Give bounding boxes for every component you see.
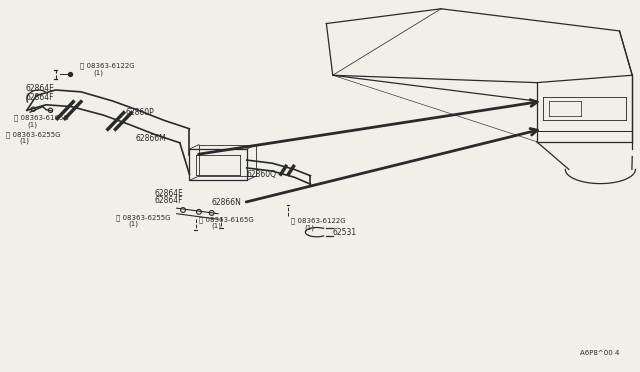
Text: (1): (1) xyxy=(304,224,314,231)
Text: Ⓜ 08363-6122G: Ⓜ 08363-6122G xyxy=(291,218,346,224)
Text: 62864F: 62864F xyxy=(26,93,54,102)
Text: Ⓜ 08363-6122G: Ⓜ 08363-6122G xyxy=(80,62,134,69)
Point xyxy=(65,71,76,77)
Point xyxy=(28,106,38,112)
Text: 62860Q: 62860Q xyxy=(246,170,276,179)
Point xyxy=(45,108,56,113)
Text: Ⓜ 08363-6255G: Ⓜ 08363-6255G xyxy=(116,214,171,221)
Text: Ⓒ 08363-6165G: Ⓒ 08363-6165G xyxy=(14,114,69,121)
Point xyxy=(178,207,188,213)
Text: Ⓒ 08363-6165G: Ⓒ 08363-6165G xyxy=(199,216,253,222)
Bar xyxy=(189,149,246,180)
Text: A6P8^00 4: A6P8^00 4 xyxy=(580,350,620,356)
Point xyxy=(194,209,204,215)
Text: 62864E: 62864E xyxy=(154,189,183,198)
Text: 62860P: 62860P xyxy=(125,108,154,118)
Text: 62864E: 62864E xyxy=(26,84,54,93)
Text: 62866M: 62866M xyxy=(135,134,166,142)
Text: (1): (1) xyxy=(19,138,29,144)
Text: (1): (1) xyxy=(129,221,139,227)
Text: Ⓜ 08363-6255G: Ⓜ 08363-6255G xyxy=(6,131,61,138)
Text: 62864F: 62864F xyxy=(154,196,183,205)
Text: (1): (1) xyxy=(94,70,104,76)
Text: (1): (1) xyxy=(212,222,221,229)
Text: 62531: 62531 xyxy=(333,228,357,237)
Text: (1): (1) xyxy=(27,121,37,128)
Text: 62866N: 62866N xyxy=(212,198,241,207)
Point xyxy=(207,210,217,216)
